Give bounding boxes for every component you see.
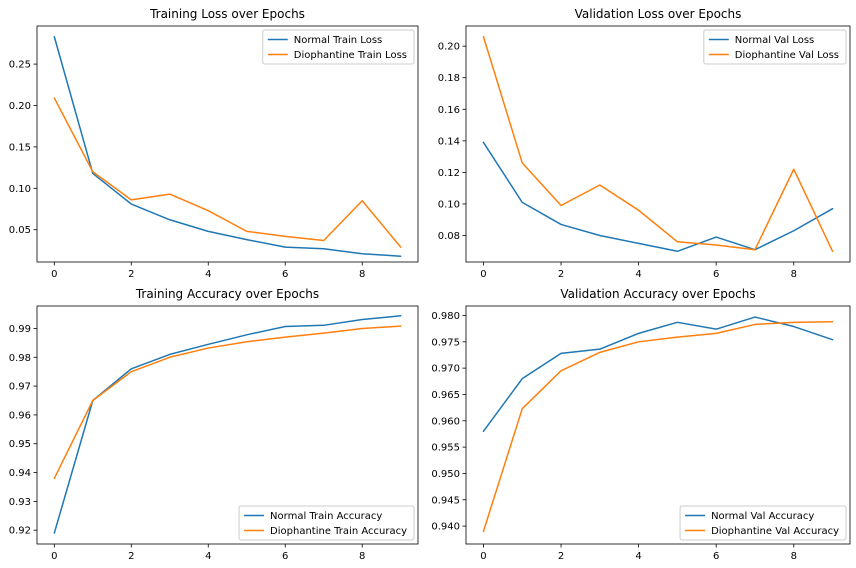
validation-accuracy-legend-label-normal: Normal Val Accuracy — [711, 511, 814, 522]
validation-loss-y-tick-label: 0.12 — [438, 168, 460, 179]
validation-accuracy-x-tick-label: 0 — [480, 551, 486, 562]
training-accuracy-y-tick-label: 0.94 — [9, 468, 31, 479]
training-accuracy-x-tick-label: 8 — [359, 551, 365, 562]
training-loss-x-tick-label: 8 — [359, 269, 365, 280]
validation-accuracy-y-tick-label: 0.980 — [431, 311, 460, 322]
validation-accuracy-legend-label-diophantine: Diophantine Val Accuracy — [711, 526, 839, 537]
validation-accuracy-y-tick-label: 0.960 — [431, 416, 460, 427]
validation-accuracy-y-tick-label: 0.950 — [431, 469, 460, 480]
validation-accuracy-y-tick-label: 0.965 — [431, 390, 460, 401]
training-accuracy-x-tick-label: 4 — [205, 551, 211, 562]
training-accuracy-axes-frame — [36, 305, 419, 545]
validation-loss-y-tick-label: 0.08 — [438, 231, 460, 242]
validation-accuracy-x-tick-label: 8 — [791, 551, 797, 562]
validation-accuracy-y-tick-label: 0.955 — [431, 443, 460, 454]
validation-accuracy-y-tick-label: 0.970 — [431, 364, 460, 375]
training-loss-y-tick-label: 0.25 — [9, 60, 31, 71]
training-loss-y-tick-label: 0.15 — [9, 142, 31, 153]
training-accuracy-y-tick-label: 0.99 — [9, 324, 31, 335]
training-accuracy-legend-box — [238, 505, 415, 541]
training-loss-axes-frame — [36, 25, 419, 263]
validation-loss-x-tick-label: 8 — [791, 269, 797, 280]
validation-loss-y-tick-label: 0.20 — [438, 42, 460, 53]
validation-loss-legend-label-diophantine: Diophantine Val Loss — [735, 50, 839, 61]
training-accuracy-series-normal-line — [53, 315, 402, 534]
validation-accuracy-axes-frame — [465, 305, 851, 545]
training-loss-x-tick-label: 0 — [51, 269, 57, 280]
validation-loss-x-tick-label: 6 — [713, 269, 719, 280]
validation-accuracy-legend-box — [679, 505, 847, 541]
validation-loss-y-tick-label: 0.18 — [438, 73, 460, 84]
training-accuracy-y-tick-label: 0.96 — [9, 410, 31, 421]
validation-loss-x-tick-label: 4 — [635, 269, 641, 280]
validation-accuracy-x-tick-label: 4 — [635, 551, 641, 562]
validation-loss-series-normal-line — [482, 141, 834, 253]
training-accuracy-legend-label-normal: Normal Train Accuracy — [270, 511, 382, 522]
training-loss-x-tick-label: 6 — [282, 269, 288, 280]
training-accuracy-y-tick-label: 0.95 — [9, 439, 31, 450]
validation-accuracy-x-tick-label: 2 — [558, 551, 564, 562]
training-accuracy-x-tick-label: 2 — [128, 551, 134, 562]
validation-accuracy-y-tick-label: 0.945 — [431, 495, 460, 506]
validation-loss-y-tick-label: 0.14 — [438, 136, 460, 147]
training-accuracy-y-tick-label: 0.97 — [9, 382, 31, 393]
training-loss-y-tick-label: 0.20 — [9, 101, 31, 112]
validation-accuracy-title: Validation Accuracy over Epochs — [560, 287, 755, 301]
training-accuracy-x-tick-label: 0 — [51, 551, 57, 562]
validation-accuracy-x-tick-label: 6 — [713, 551, 719, 562]
training-accuracy-legend-label-diophantine: Diophantine Train Accuracy — [270, 526, 407, 537]
training-accuracy-title: Training Accuracy over Epochs — [135, 287, 319, 301]
validation-accuracy-series-diophantine-line — [482, 321, 834, 533]
training-loss-y-tick-label: 0.05 — [9, 225, 31, 236]
validation-loss-legend-box — [703, 29, 847, 65]
training-loss-x-tick-label: 2 — [128, 269, 134, 280]
validation-loss-legend-label-normal: Normal Val Loss — [735, 35, 814, 46]
training-loss-title: Training Loss over Epochs — [149, 7, 305, 21]
validation-loss-title: Validation Loss over Epochs — [575, 7, 742, 21]
training-loss-series-diophantine-line — [53, 97, 402, 248]
training-loss-series-normal-line — [53, 36, 402, 257]
training-loss-legend-label-diophantine: Diophantine Train Loss — [294, 50, 407, 61]
validation-loss-axes-frame — [465, 25, 851, 263]
validation-loss-y-tick-label: 0.16 — [438, 105, 460, 116]
training-loss-legend-label-normal: Normal Train Loss — [294, 35, 382, 46]
validation-accuracy-legend: Normal Val Accuracy Diophantine Val Accur… — [679, 505, 847, 541]
validation-loss-legend: Normal Val Loss Diophantine Val Loss — [703, 29, 847, 65]
training-loss-legend: Normal Train Loss Diophantine Train Loss — [262, 29, 415, 65]
validation-accuracy-y-tick-label: 0.940 — [431, 522, 460, 533]
training-accuracy-y-tick-label: 0.98 — [9, 353, 31, 364]
training-loss-panel: Training Loss over Epochs 0 2 4 6 8 0.05 0.10 0.… — [9, 7, 419, 280]
training-accuracy-series-diophantine-line — [53, 325, 402, 480]
training-accuracy-y-tick-label: 0.92 — [9, 526, 31, 537]
training-loss-x-tick-label: 4 — [205, 269, 211, 280]
validation-loss-series-diophantine-line — [482, 35, 834, 253]
validation-loss-panel: Validation Loss over Epochs 0 2 4 6 8 0.08 0.10… — [438, 7, 851, 280]
training-loss-y-tick-label: 0.10 — [9, 184, 31, 195]
training-accuracy-legend: Normal Train Accuracy Diophantine Train A… — [238, 505, 415, 541]
training-loss-legend-box — [262, 29, 415, 65]
validation-loss-x-tick-label: 2 — [558, 269, 564, 280]
validation-accuracy-series-normal-line — [482, 316, 834, 433]
validation-loss-x-tick-label: 0 — [480, 269, 486, 280]
validation-accuracy-panel: Validation Accuracy over Epochs 0 2 4 6 8 0.94… — [431, 287, 851, 562]
validation-loss-y-tick-label: 0.10 — [438, 199, 460, 210]
validation-accuracy-y-tick-label: 0.975 — [431, 337, 460, 348]
training-accuracy-y-tick-label: 0.93 — [9, 497, 31, 508]
training-accuracy-x-tick-label: 6 — [282, 551, 288, 562]
training-accuracy-panel: Training Accuracy over Epochs 0 2 4 6 8 0.92 0.… — [9, 287, 419, 562]
